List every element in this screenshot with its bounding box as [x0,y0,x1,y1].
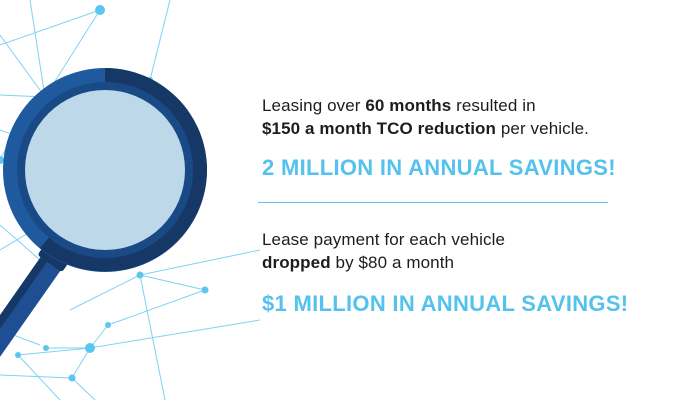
stat-1-line-2: $150 a month TCO reduction per vehicle. [262,117,682,140]
stat-1-line-1: Leasing over 60 months resulted in [262,94,682,117]
stat-2-line-2: dropped by $80 a month [262,251,682,274]
magnifying-glass-icon [0,68,207,396]
stat-2-line-2-bold: dropped [262,253,331,272]
stat-2-line-2-post: by $80 a month [330,253,455,272]
stat-2-line-1: Lease payment for each vehicle [262,230,506,249]
stat-1-line-2-bold: $150 a month TCO reduction [262,119,497,138]
stat-1-headline: 2 MILLION IN ANNUAL SAVINGS! [262,155,616,180]
network-background [0,0,260,400]
stat-block-leasing-term: Leasing over 60 months resulted in $150 … [262,94,682,181]
stat-1-line-1-pre: Leasing over [262,96,366,115]
section-divider [258,202,608,203]
stat-1-line-2-post: per vehicle. [496,119,589,138]
stat-2-headline: $1 MILLION IN ANNUAL SAVINGS! [262,291,629,316]
stat-block-lease-payment: Lease payment for each vehicle dropped b… [262,228,682,317]
stat-1-line-1-post: resulted in [451,96,536,115]
stat-1-line-1-bold: 60 months [365,96,452,115]
